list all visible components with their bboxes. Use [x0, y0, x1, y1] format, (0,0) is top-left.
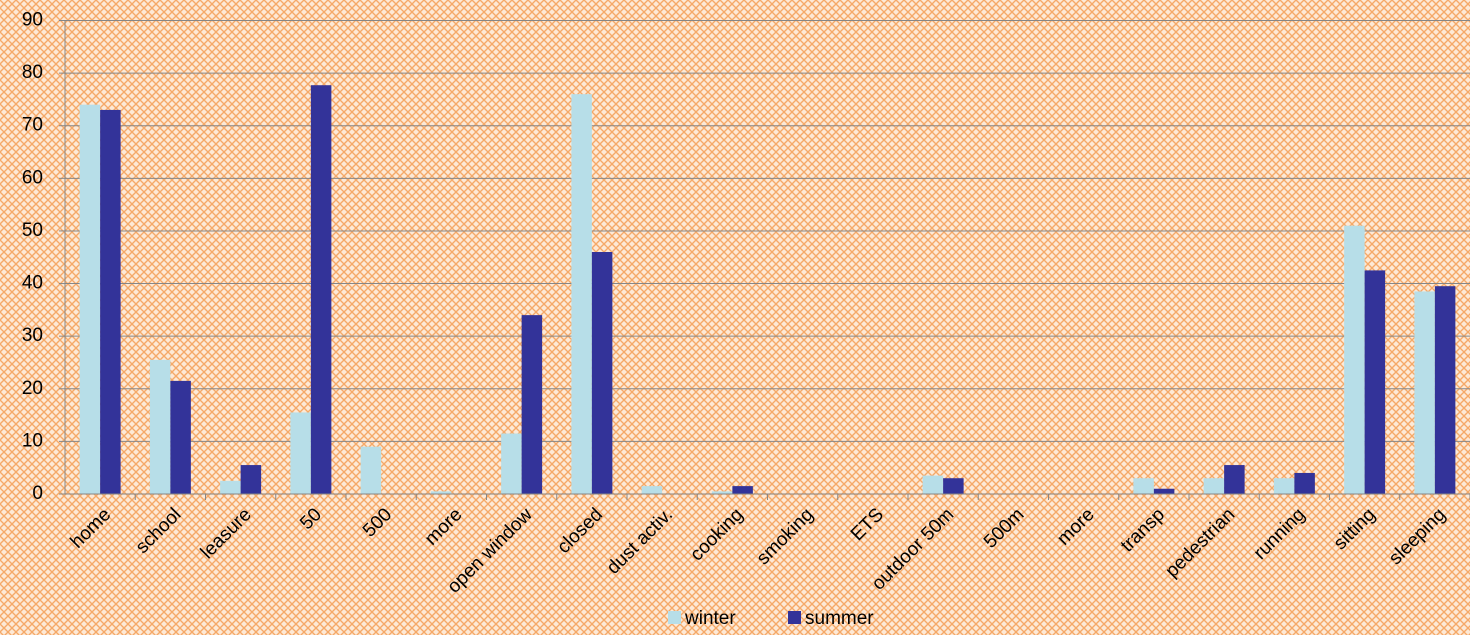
- legend-label: summer: [805, 608, 874, 629]
- bar: [732, 486, 753, 494]
- bar: [711, 491, 733, 494]
- bar: [430, 491, 452, 494]
- bar: [240, 465, 262, 494]
- legend-swatch: [668, 611, 681, 624]
- y-tick-label: 30: [22, 325, 43, 346]
- y-tick-label: 70: [22, 115, 43, 136]
- bar: [922, 475, 944, 494]
- bar: [1273, 478, 1295, 494]
- bar: [360, 446, 382, 494]
- bar: [220, 480, 241, 494]
- y-tick-label: 10: [22, 430, 43, 451]
- bar: [100, 109, 121, 494]
- bar: [310, 85, 332, 494]
- bar: [591, 251, 613, 494]
- bar: [1434, 286, 1456, 494]
- y-tick-label: 50: [22, 220, 43, 241]
- bar: [641, 486, 663, 494]
- bar: [521, 315, 543, 494]
- bar: [170, 380, 191, 494]
- bar: [571, 94, 592, 495]
- legend-label: winter: [684, 608, 736, 629]
- y-tick-label: 0: [32, 483, 43, 504]
- bar: [290, 412, 311, 494]
- bar: [501, 433, 522, 494]
- legend-swatch: [788, 611, 801, 624]
- bar: [1224, 465, 1245, 494]
- y-tick-label: 20: [22, 378, 43, 399]
- bar: [1344, 225, 1365, 494]
- bar: [149, 359, 171, 494]
- bar: [1133, 478, 1154, 494]
- bar: [1294, 472, 1315, 494]
- bar: [1414, 291, 1435, 494]
- bar: [1153, 488, 1175, 494]
- bar: [79, 104, 101, 494]
- bar: [943, 478, 964, 494]
- y-tick-label: 80: [22, 62, 43, 83]
- bar: [1364, 270, 1386, 494]
- bar: [1203, 478, 1225, 494]
- y-tick-label: 60: [22, 167, 43, 188]
- y-tick-label: 90: [22, 10, 43, 31]
- y-tick-label: 40: [22, 273, 43, 294]
